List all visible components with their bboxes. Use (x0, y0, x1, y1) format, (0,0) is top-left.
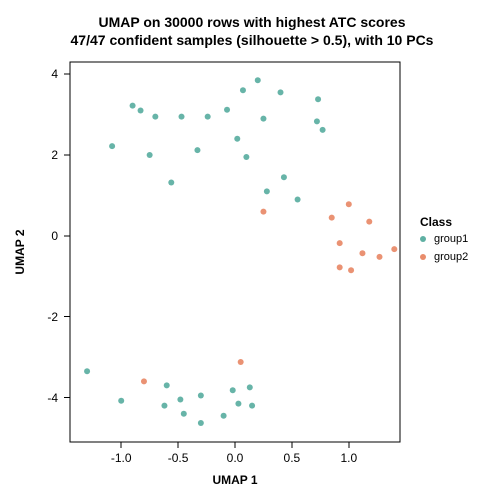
legend-label: group2 (434, 251, 468, 263)
scatter-point (255, 77, 261, 83)
legend-label: group1 (434, 233, 468, 245)
scatter-point (295, 196, 301, 202)
scatter-point (130, 103, 136, 109)
y-tick-label: 2 (0, 148, 58, 162)
scatter-point (141, 378, 147, 384)
scatter-point (260, 209, 266, 215)
scatter-point (118, 398, 124, 404)
scatter-point (240, 87, 246, 93)
scatter-point (234, 136, 240, 142)
scatter-point (315, 96, 321, 102)
scatter-point (221, 413, 227, 419)
scatter-point (194, 147, 200, 153)
x-tick-label: -0.5 (168, 451, 189, 465)
legend-item: group2 (420, 251, 468, 263)
scatter-point (235, 401, 241, 407)
scatter-point (224, 107, 230, 113)
x-tick-label: 0.0 (227, 451, 244, 465)
scatter-point (181, 411, 187, 417)
legend-item: group1 (420, 233, 468, 245)
scatter-point (247, 384, 253, 390)
legend-swatch (420, 236, 426, 242)
scatter-point (377, 254, 383, 260)
scatter-point (152, 114, 158, 120)
figure-root: UMAP on 30000 rows with highest ATC scor… (0, 0, 504, 504)
scatter-point (177, 397, 183, 403)
scatter-point (359, 250, 365, 256)
scatter-point (260, 116, 266, 122)
x-tick-label: 0.5 (284, 451, 301, 465)
scatter-point (179, 114, 185, 120)
scatter-point (230, 387, 236, 393)
scatter-point (337, 264, 343, 270)
scatter-point (198, 393, 204, 399)
x-tick-label: -1.0 (111, 451, 132, 465)
scatter-point (391, 246, 397, 252)
scatter-point (168, 179, 174, 185)
y-tick-label: -4 (0, 391, 58, 405)
scatter-point (198, 420, 204, 426)
x-tick-label: 1.0 (340, 451, 357, 465)
scatter-point (348, 267, 354, 273)
scatter-point (138, 108, 144, 114)
legend-swatch (420, 254, 426, 260)
scatter-point (109, 143, 115, 149)
y-tick-label: -2 (0, 310, 58, 324)
scatter-point (337, 240, 343, 246)
scatter-point (264, 188, 270, 194)
scatter-point (164, 382, 170, 388)
legend-title: Class (420, 215, 452, 229)
scatter-point (281, 174, 287, 180)
scatter-point (147, 152, 153, 158)
scatter-point (320, 127, 326, 133)
scatter-point (238, 359, 244, 365)
scatter-point (366, 219, 372, 225)
scatter-point (205, 114, 211, 120)
scatter-point (314, 118, 320, 124)
scatter-point (243, 154, 249, 160)
y-tick-label: 4 (0, 67, 58, 81)
scatter-point (84, 368, 90, 374)
y-tick-label: 0 (0, 229, 58, 243)
scatter-point (161, 403, 167, 409)
scatter-point (346, 201, 352, 207)
scatter-point (278, 89, 284, 95)
scatter-point (249, 403, 255, 409)
x-axis-label: UMAP 1 (212, 473, 257, 487)
scatter-point (329, 215, 335, 221)
